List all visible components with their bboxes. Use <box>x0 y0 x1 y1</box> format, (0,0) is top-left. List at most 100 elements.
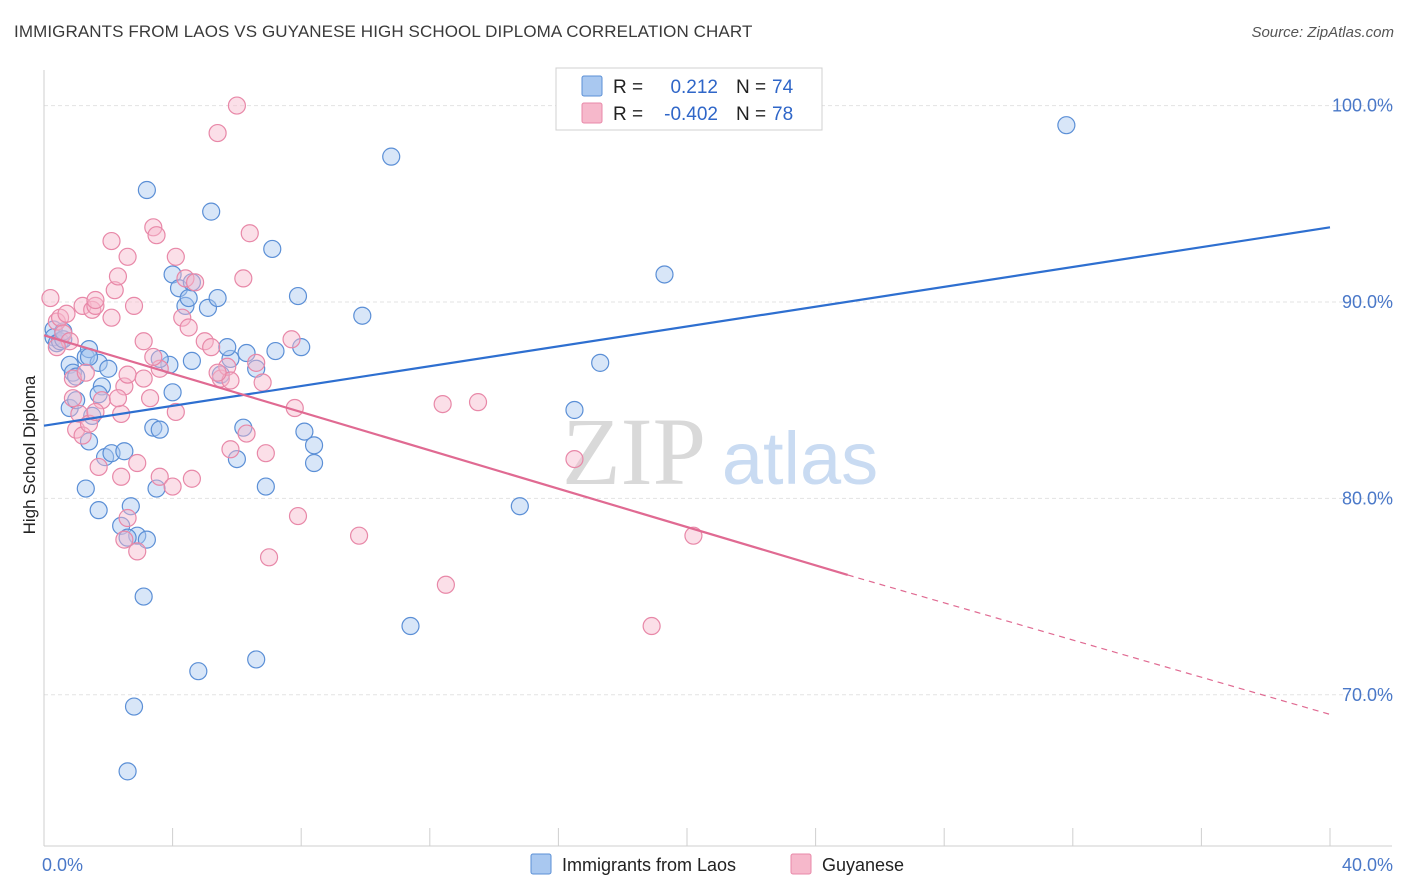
guyanese-point <box>118 365 137 384</box>
source-label: Source: ZipAtlas.com <box>1251 24 1394 41</box>
laos-point <box>304 436 324 455</box>
laos-point <box>137 530 156 549</box>
guyanese-point <box>118 508 137 528</box>
guyanese-point <box>108 389 128 408</box>
laos-point <box>256 477 275 496</box>
legend-guyanese-r-value: -0.402 <box>664 104 718 125</box>
guyanese-point <box>115 530 134 549</box>
bottom-legend-guyanese: Guyanese <box>822 855 904 875</box>
guyanese-point <box>436 575 455 594</box>
guyanese-point <box>134 332 153 351</box>
laos-point <box>353 306 372 325</box>
guyanese-point <box>259 548 279 567</box>
y-tick-label: 80.0% <box>1342 488 1393 508</box>
laos-point <box>124 697 144 716</box>
laos-point <box>144 418 163 437</box>
guyanese-point <box>234 269 253 288</box>
legend-laos-n-label: N = <box>736 77 766 98</box>
legend-guyanese-n-value: 78 <box>772 104 793 125</box>
laos-point <box>89 353 108 372</box>
guyanese-point <box>102 231 121 251</box>
series-laos-points <box>44 116 1076 781</box>
laos-point <box>304 453 324 473</box>
legend-guyanese-n-label: N = <box>736 104 766 125</box>
laos-trend-line <box>43 226 1331 427</box>
guyanese-point <box>186 273 205 292</box>
laos-point <box>382 147 401 166</box>
watermark-atlas: atlas <box>722 417 878 500</box>
stats-legend: R = 0.212 N = 74 R = -0.402 N = 78 <box>555 67 823 131</box>
guyanese-point <box>140 389 160 408</box>
guyanese-point <box>70 404 89 424</box>
guyanese-point <box>433 394 452 414</box>
guyanese-point <box>218 357 237 376</box>
guyanese-point <box>124 296 144 315</box>
guyanese-point <box>147 226 166 245</box>
laos-point <box>208 288 227 308</box>
series-legend: Immigrants from Laos Guyanese <box>530 853 904 875</box>
trend-lines <box>43 226 1331 715</box>
laos-point <box>182 351 201 370</box>
guyanese-point <box>642 616 661 636</box>
guyanese-point <box>115 377 134 396</box>
y-tick-label: 90.0% <box>1342 292 1393 312</box>
guyanese-point <box>468 393 488 412</box>
tick-labels: 70.0% 80.0% 90.0% 100.0% 0.0% 40.0% <box>42 96 1393 875</box>
laos-point <box>163 383 182 402</box>
axes <box>43 70 1392 847</box>
guyanese-point <box>208 363 227 382</box>
laos-point <box>198 298 218 317</box>
guyanese-point <box>565 449 584 469</box>
y-axis-label: High School Diploma <box>20 375 39 534</box>
guyanese-point <box>179 318 198 337</box>
guyanese-point <box>208 123 227 143</box>
guyanese-point <box>73 426 92 445</box>
y-tick-label: 70.0% <box>1342 685 1393 705</box>
guyanese-point <box>144 347 163 367</box>
guyanese-point <box>128 453 147 473</box>
guyanese-point <box>57 304 76 323</box>
legend-guyanese-r-label: R = <box>613 104 643 125</box>
x-tick-label: 0.0% <box>42 855 83 875</box>
guyanese-point <box>240 224 259 243</box>
laos-point <box>150 420 169 439</box>
laos-point <box>67 367 86 386</box>
guyanese-trend-line-extension <box>847 574 1331 715</box>
guyanese-point <box>118 247 137 266</box>
guyanese-point <box>237 424 256 443</box>
watermark-zip: ZIP <box>562 398 706 505</box>
laos-point <box>67 391 86 410</box>
guyanese-point <box>282 330 301 349</box>
laos-point <box>237 343 256 363</box>
legend-laos-r-value: 0.212 <box>670 77 718 98</box>
guyanese-point <box>102 308 121 327</box>
guyanese-point <box>221 440 240 459</box>
laos-point <box>288 286 308 306</box>
laos-point <box>401 616 420 636</box>
chart-title: IMMIGRANTS FROM LAOS VS GUYANESE HIGH SC… <box>14 22 753 41</box>
guyanese-point <box>173 308 192 327</box>
y-tick-label: 100.0% <box>1332 96 1393 116</box>
watermark: ZIP atlas <box>562 398 878 505</box>
laos-point <box>118 762 137 781</box>
guyanese-point <box>163 477 182 496</box>
laos-point <box>147 479 166 498</box>
guyanese-point <box>176 269 195 288</box>
laos-point <box>295 422 314 441</box>
laos-point <box>179 288 198 308</box>
laos-point <box>227 449 246 469</box>
laos-point <box>510 497 529 516</box>
legend-swatch-laos <box>581 75 603 97</box>
laos-point <box>137 180 156 200</box>
laos-point <box>115 442 134 461</box>
guyanese-point <box>166 247 185 266</box>
guyanese-point <box>247 353 266 372</box>
guyanese-point <box>41 288 60 308</box>
guyanese-point <box>150 467 169 486</box>
bottom-legend-laos: Immigrants from Laos <box>562 855 736 875</box>
laos-point <box>263 239 282 259</box>
guyanese-point <box>227 96 246 115</box>
legend-laos-n-value: 74 <box>772 77 794 98</box>
guyanese-point <box>112 467 131 486</box>
guyanese-point <box>89 457 108 477</box>
